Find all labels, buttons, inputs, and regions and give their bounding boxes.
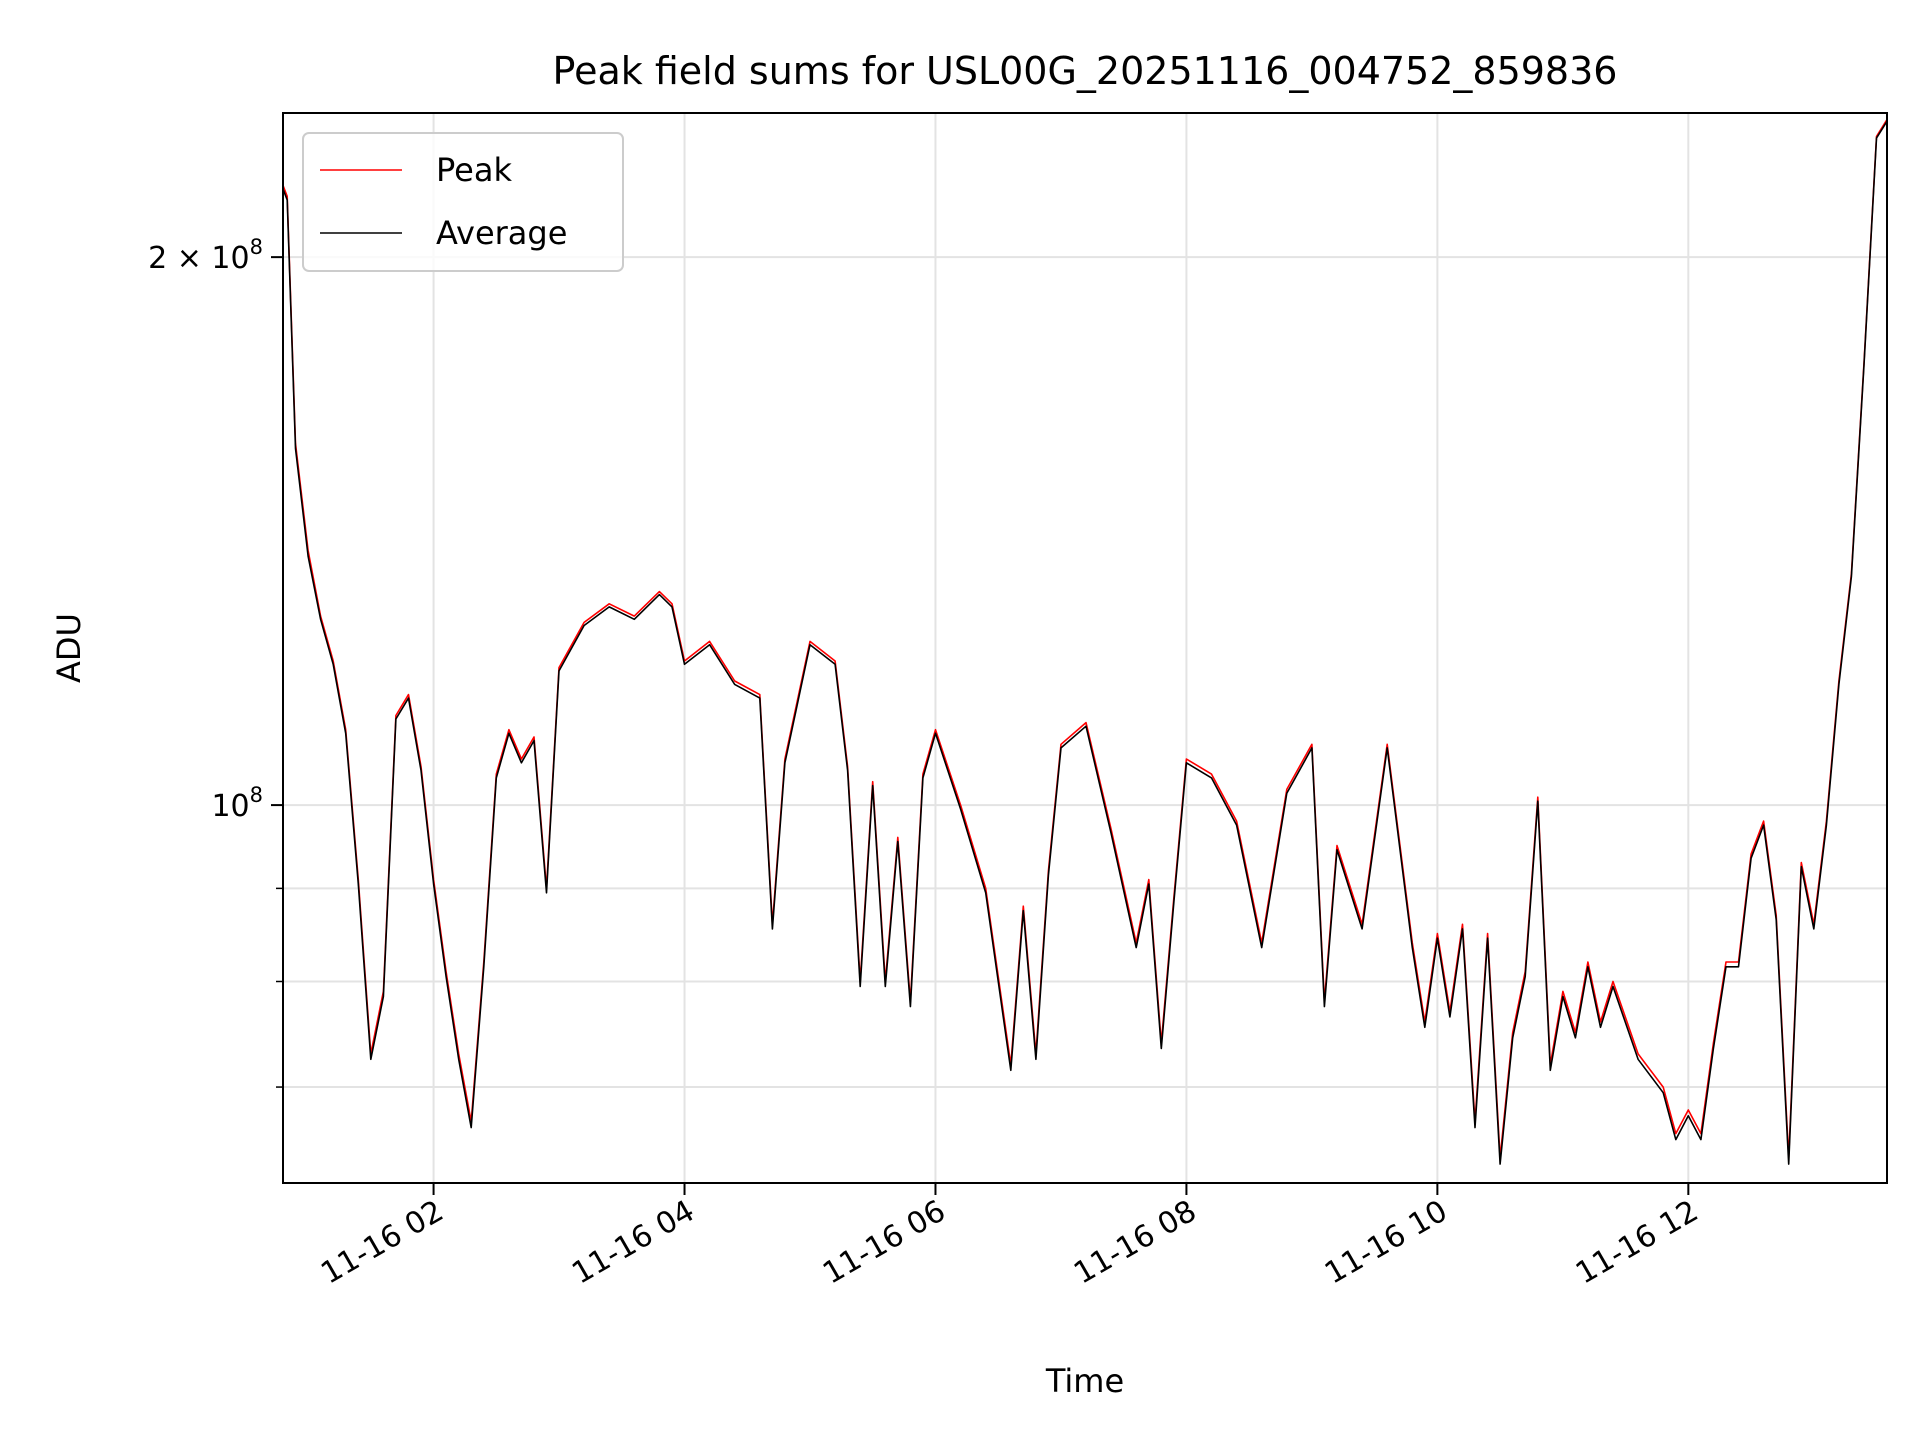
y-tick-exponent: 8	[250, 783, 263, 807]
legend-box	[302, 132, 624, 272]
plot-frame	[282, 112, 1888, 1184]
y-tick-label: 108	[211, 783, 263, 824]
series-line-average	[283, 120, 1887, 1165]
y-axis-label: ADU	[50, 613, 88, 683]
y-tick-base: 10	[211, 789, 249, 824]
y-tick-base: 2 × 10	[148, 241, 249, 276]
legend-label-peak: Peak	[436, 151, 512, 189]
y-tick-label: 2 × 108	[148, 235, 263, 276]
y-tick-exponent: 8	[250, 235, 263, 259]
legend-label-average: Average	[436, 214, 567, 252]
plot-series	[283, 119, 1887, 1165]
chart-title: Peak field sums for USL00G_20251116_0047…	[553, 49, 1618, 93]
x-axis-label: Time	[1045, 1362, 1124, 1400]
legend: Peak Average	[302, 132, 624, 272]
